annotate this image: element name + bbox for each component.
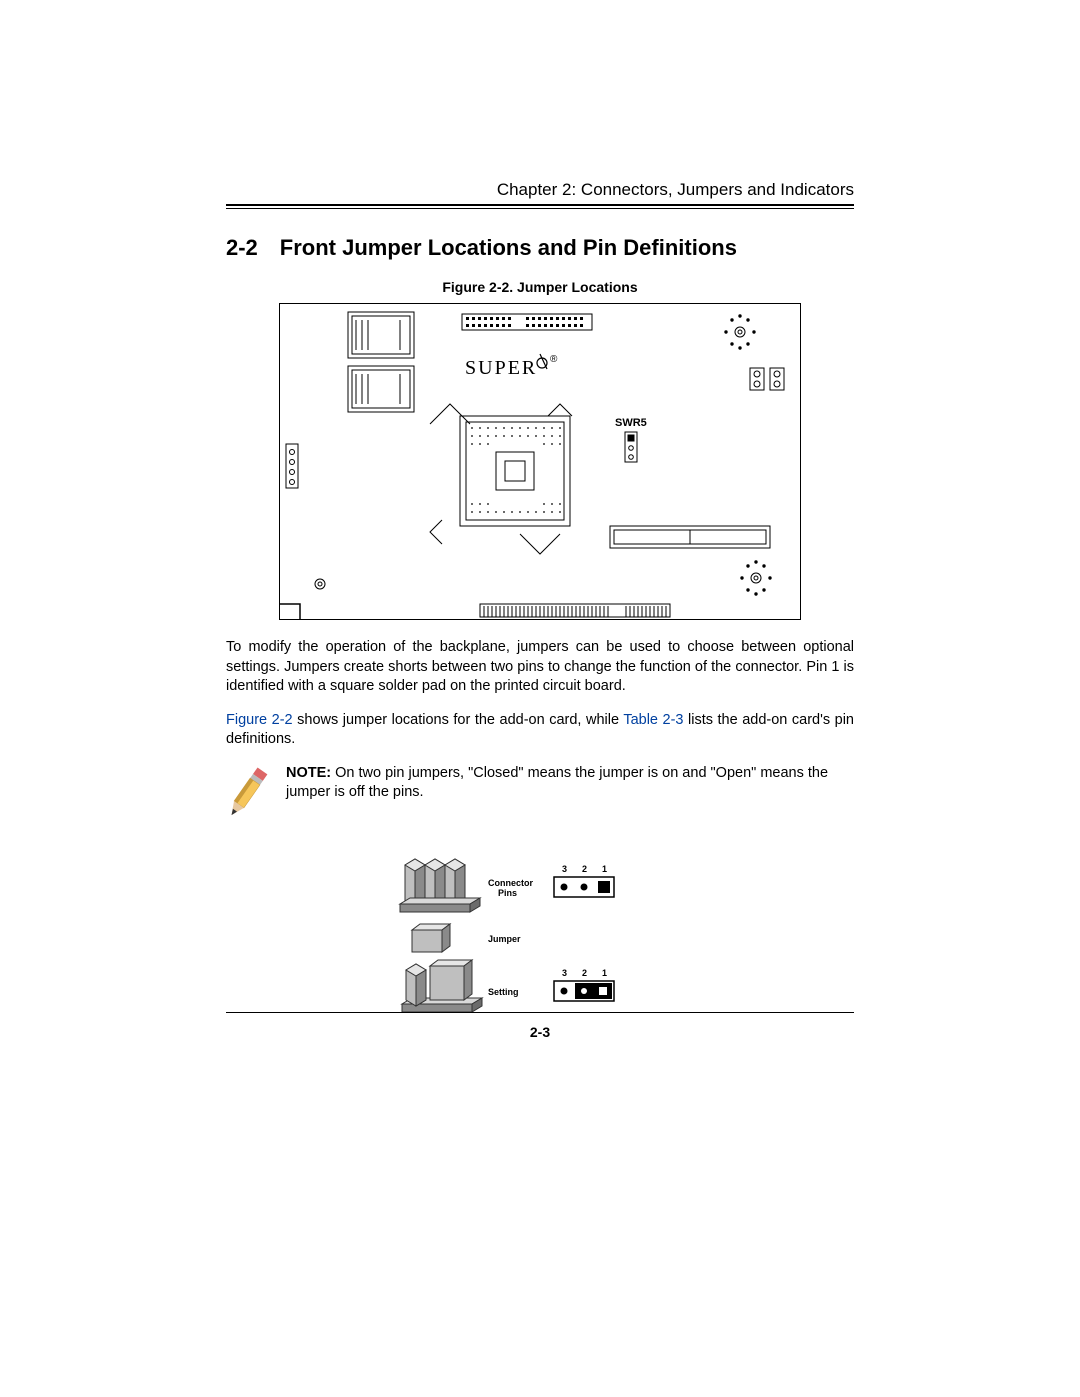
label-setting: Setting <box>488 987 519 997</box>
page-number: 2-3 <box>226 1024 854 1040</box>
p2-mid: shows jumper locations for the add-on ca… <box>293 712 624 728</box>
board-figure: SUPER ® <box>279 303 801 620</box>
chapter-header: Chapter 2: Connectors, Jumpers and Indic… <box>226 180 854 200</box>
swr5-label: SWR5 <box>615 417 647 429</box>
svg-text:3: 3 <box>562 968 567 978</box>
footer-rule <box>226 1012 854 1013</box>
svg-text:3: 3 <box>562 864 567 874</box>
xref-figure-2-2[interactable]: Figure 2-2 <box>226 712 293 728</box>
section-title: 2-2 Front Jumper Locations and Pin Defini… <box>226 235 854 261</box>
svg-text:®: ® <box>550 354 558 365</box>
pin-diagram: Connector Pins 3 2 1 <box>370 850 710 1025</box>
paragraph-1: To modify the operation of the backplane… <box>226 638 854 697</box>
board-logo-text: SUPER <box>465 357 537 379</box>
svg-text:2: 2 <box>582 968 587 978</box>
svg-text:1: 1 <box>602 864 607 874</box>
pencil-icon <box>226 764 268 822</box>
note-label: NOTE: <box>286 765 331 781</box>
note-body: On two pin jumpers, "Closed" means the j… <box>286 765 828 801</box>
svg-text:1: 1 <box>602 968 607 978</box>
xref-table-2-3[interactable]: Table 2-3 <box>623 712 683 728</box>
note-text: NOTE: On two pin jumpers, "Closed" means… <box>286 764 854 803</box>
jumper-3d <box>412 924 450 952</box>
header-rule <box>226 204 854 209</box>
section-number: 2-2 <box>226 235 258 261</box>
figure-caption: Figure 2-2. Jumper Locations <box>226 279 854 295</box>
setting-3d <box>402 960 482 1012</box>
label-jumper: Jumper <box>488 934 521 944</box>
note-block: NOTE: On two pin jumpers, "Closed" means… <box>226 764 854 822</box>
connector-pins-3d <box>400 859 480 912</box>
svg-text:2: 2 <box>582 864 587 874</box>
section-heading: Front Jumper Locations and Pin Definitio… <box>280 235 737 260</box>
label-pins: Pins <box>498 888 517 898</box>
pin-topview-setting: 3 2 1 <box>554 968 614 1001</box>
paragraph-2: Figure 2-2 shows jumper locations for th… <box>226 711 854 750</box>
board-svg: SUPER ® <box>280 304 800 619</box>
pin-topview-open: 3 2 1 <box>554 864 614 897</box>
label-connector: Connector <box>488 878 533 888</box>
